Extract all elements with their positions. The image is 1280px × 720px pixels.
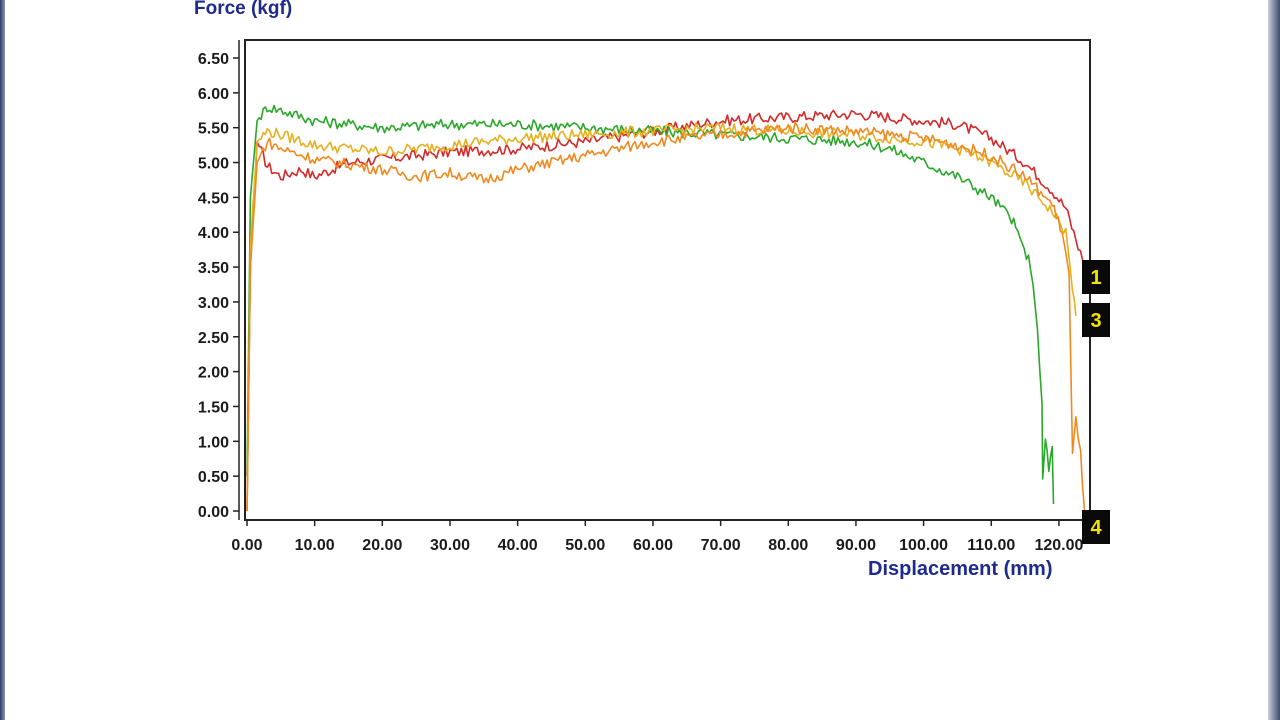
marker-badge: 4 [1082, 510, 1110, 544]
x-tick-label: 20.00 [362, 537, 402, 554]
x-tick-label: 40.00 [498, 537, 538, 554]
x-tick-label: 100.00 [899, 537, 948, 554]
window-frame-left [0, 0, 5, 720]
y-tick-label: 6.50 [198, 51, 229, 68]
marker-badge-label: 4 [1090, 517, 1102, 539]
marker-badge: 3 [1082, 303, 1110, 337]
y-tick-label: 5.50 [198, 121, 229, 138]
x-tick-label: 80.00 [768, 537, 808, 554]
marker-badge-bg [1082, 303, 1110, 337]
x-tick-label: 60.00 [633, 537, 673, 554]
plot-area [244, 39, 1091, 521]
x-tick-label: 110.00 [967, 537, 1015, 554]
marker-badge-bg [1082, 260, 1110, 294]
x-tick-label: 70.00 [701, 537, 741, 554]
y-tick-label: 1.50 [198, 399, 229, 416]
y-axis-title: Force (kgf) [194, 0, 293, 19]
series-line [246, 121, 1086, 512]
marker-badge-label: 3 [1090, 310, 1101, 332]
y-tick-label: 0.00 [198, 504, 229, 521]
y-tick-label: 4.50 [198, 190, 229, 207]
x-tick-label: 120.00 [1034, 537, 1083, 554]
y-tick-label: 3.00 [198, 295, 229, 312]
series-line [246, 122, 1077, 512]
y-tick-label: 6.00 [198, 86, 229, 103]
marker-badge-label: 1 [1090, 267, 1101, 289]
y-tick-label: 3.50 [198, 260, 229, 277]
marker-badge-bg [1082, 510, 1110, 544]
x-tick-label: 0.00 [231, 537, 262, 554]
x-tick-label: 30.00 [430, 537, 470, 554]
x-tick-label: 50.00 [565, 537, 605, 554]
y-tick-label: 1.00 [198, 434, 229, 451]
y-tick-label: 4.00 [198, 225, 229, 242]
x-tick-label: 10.00 [295, 537, 335, 554]
window-frame-right [1268, 0, 1280, 720]
marker-badge: 1 [1082, 260, 1110, 294]
x-tick-label: 90.00 [836, 537, 876, 554]
y-tick-label: 5.00 [198, 156, 229, 173]
y-tick-label: 2.00 [198, 365, 229, 382]
y-tick-label: 0.50 [198, 469, 229, 486]
x-axis-title: Displacement (mm) [868, 558, 1053, 580]
y-tick-label: 2.50 [198, 330, 229, 347]
